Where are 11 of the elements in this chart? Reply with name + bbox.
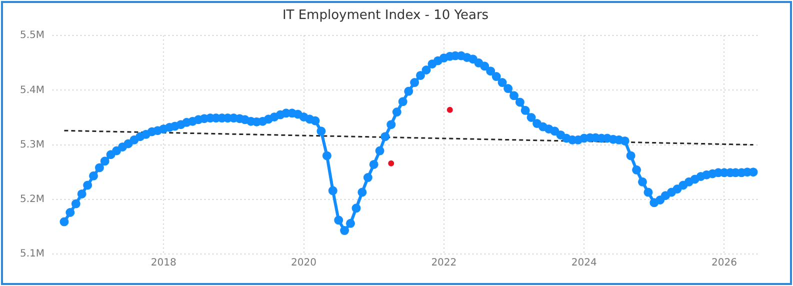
y-tick-label: 5.2M <box>20 194 45 205</box>
x-tick-label: 2020 <box>291 258 316 269</box>
y-tick-label: 5.5M <box>20 30 45 42</box>
x-tick-label: 2018 <box>150 258 176 269</box>
x-tick-label: 2024 <box>571 258 597 269</box>
y-tick-label: 5.1M <box>20 248 45 260</box>
y-tick-label: 5.4M <box>20 84 45 96</box>
y-tick-label: 5.3M <box>20 139 45 150</box>
x-tick-label: 2022 <box>431 258 457 269</box>
chart-title: IT Employment Index - 10 Years <box>282 8 489 24</box>
x-tick-label: 2026 <box>712 258 737 269</box>
